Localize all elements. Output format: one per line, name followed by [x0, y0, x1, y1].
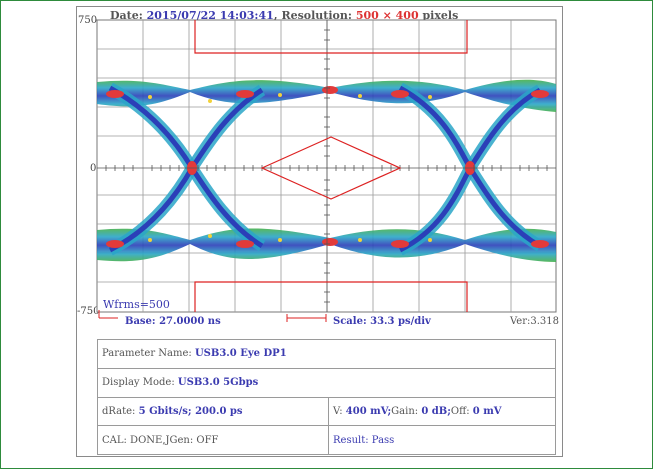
- center-axis-ticks: [105, 29, 548, 303]
- waveform-count: Wfrms=500: [103, 298, 170, 311]
- display-mode-cell: Display Mode: USB3.0 5Gbps: [97, 367, 556, 398]
- offset-value: 0 mV: [472, 405, 502, 417]
- resolution-unit: pixels: [422, 9, 459, 22]
- calibration-cell: CAL: DONE,JGen: OFF: [97, 425, 329, 455]
- table-row: dRate: 5 Gbits/s; 200.0 ps V: 400 mV;Gai…: [97, 396, 556, 427]
- version-label: Ver:3.318: [510, 316, 559, 327]
- table-row: Parameter Name: USB3.0 Eye DP1: [97, 339, 556, 369]
- gain-value: 0 dB;: [421, 405, 451, 417]
- eye-mask: [194, 20, 468, 312]
- display-mode-value: USB3.0 5Gbps: [177, 377, 259, 389]
- table-row: Display Mode: USB3.0 5Gbps: [97, 367, 556, 398]
- result-status: Result: Pass: [333, 434, 395, 446]
- resolution-label: , Resolution:: [273, 9, 352, 22]
- y-axis-bottom-label: -750: [77, 306, 100, 317]
- y-axis-zero-label: 0: [90, 163, 97, 174]
- voltage-value: 400 mV;: [345, 405, 392, 417]
- result-cell: Result: Pass: [328, 425, 556, 455]
- time-scale-label: Scale: 33.3 ps/div: [333, 316, 431, 327]
- table-row: CAL: DONE,JGen: OFF Result: Pass: [97, 425, 556, 455]
- base-time-label: Base: 27.0000 ns: [125, 316, 221, 327]
- resolution-value: 500 × 400: [355, 9, 419, 22]
- parameter-table: Parameter Name: USB3.0 Eye DP1 Display M…: [97, 339, 556, 455]
- parameter-name-value: USB3.0 Eye DP1: [194, 348, 287, 360]
- data-rate-cell: dRate: 5 Gbits/s; 200.0 ps: [97, 396, 329, 427]
- calibration-status: CAL: DONE,JGen: OFF: [102, 434, 219, 446]
- y-axis-top-label: 750: [78, 15, 98, 26]
- data-rate-value: 5 Gbits/s; 200.0 ps: [138, 405, 243, 417]
- voltage-gain-offset-cell: V: 400 mV;Gain: 0 dB;Off: 0 mV: [328, 396, 556, 427]
- parameter-name-cell: Parameter Name: USB3.0 Eye DP1: [97, 339, 556, 369]
- date-value: 2015/07/22 14:03:41: [146, 9, 274, 22]
- date-label: Date:: [110, 9, 143, 22]
- header-info: Date: 2015/07/22 14:03:41, Resolution: 5…: [110, 9, 458, 22]
- scale-markers: [98, 310, 327, 322]
- plot-area: [96, 19, 557, 313]
